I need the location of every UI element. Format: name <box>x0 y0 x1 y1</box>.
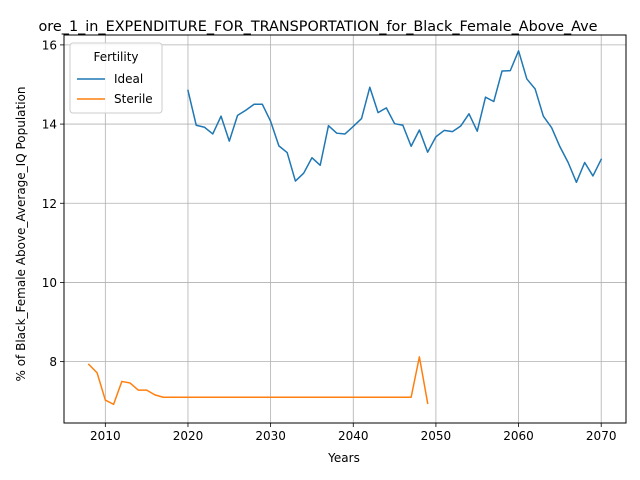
y-axis-label: % of Black_Female Above_Average_IQ Popul… <box>14 86 28 381</box>
series-layer <box>87 50 603 406</box>
x-axis: 2010 2020 2030 2040 2050 2060 2070 <box>90 423 616 443</box>
y-tick-label: 12 <box>42 197 57 211</box>
legend-title: Fertility <box>93 50 138 64</box>
y-tick-label: 10 <box>42 276 57 290</box>
series-line-sterile <box>87 356 429 406</box>
x-tick-label: 2040 <box>338 429 369 443</box>
y-axis: 8 10 12 14 16 <box>42 38 64 369</box>
x-tick-label: 2030 <box>255 429 286 443</box>
chart-title: ore_1_in_EXPENDITURE_FOR_TRANSPORTATION_… <box>38 19 597 35</box>
y-tick-label: 14 <box>42 118 57 132</box>
y-tick-label: 16 <box>42 38 57 52</box>
legend-box <box>69 42 163 114</box>
legend-label-ideal: Ideal <box>114 72 143 86</box>
legend-label-sterile: Sterile <box>114 92 153 106</box>
x-axis-label: Years <box>327 451 360 465</box>
plot-frame <box>63 34 627 424</box>
x-tick-label: 2010 <box>90 429 121 443</box>
x-tick-label: 2050 <box>421 429 452 443</box>
series-line-ideal <box>187 50 603 184</box>
x-tick-label: 2020 <box>173 429 204 443</box>
x-tick-label: 2070 <box>586 429 617 443</box>
y-tick-label: 8 <box>49 355 57 369</box>
legend: Fertility Ideal Sterile <box>69 42 163 114</box>
x-tick-label: 2060 <box>503 429 534 443</box>
